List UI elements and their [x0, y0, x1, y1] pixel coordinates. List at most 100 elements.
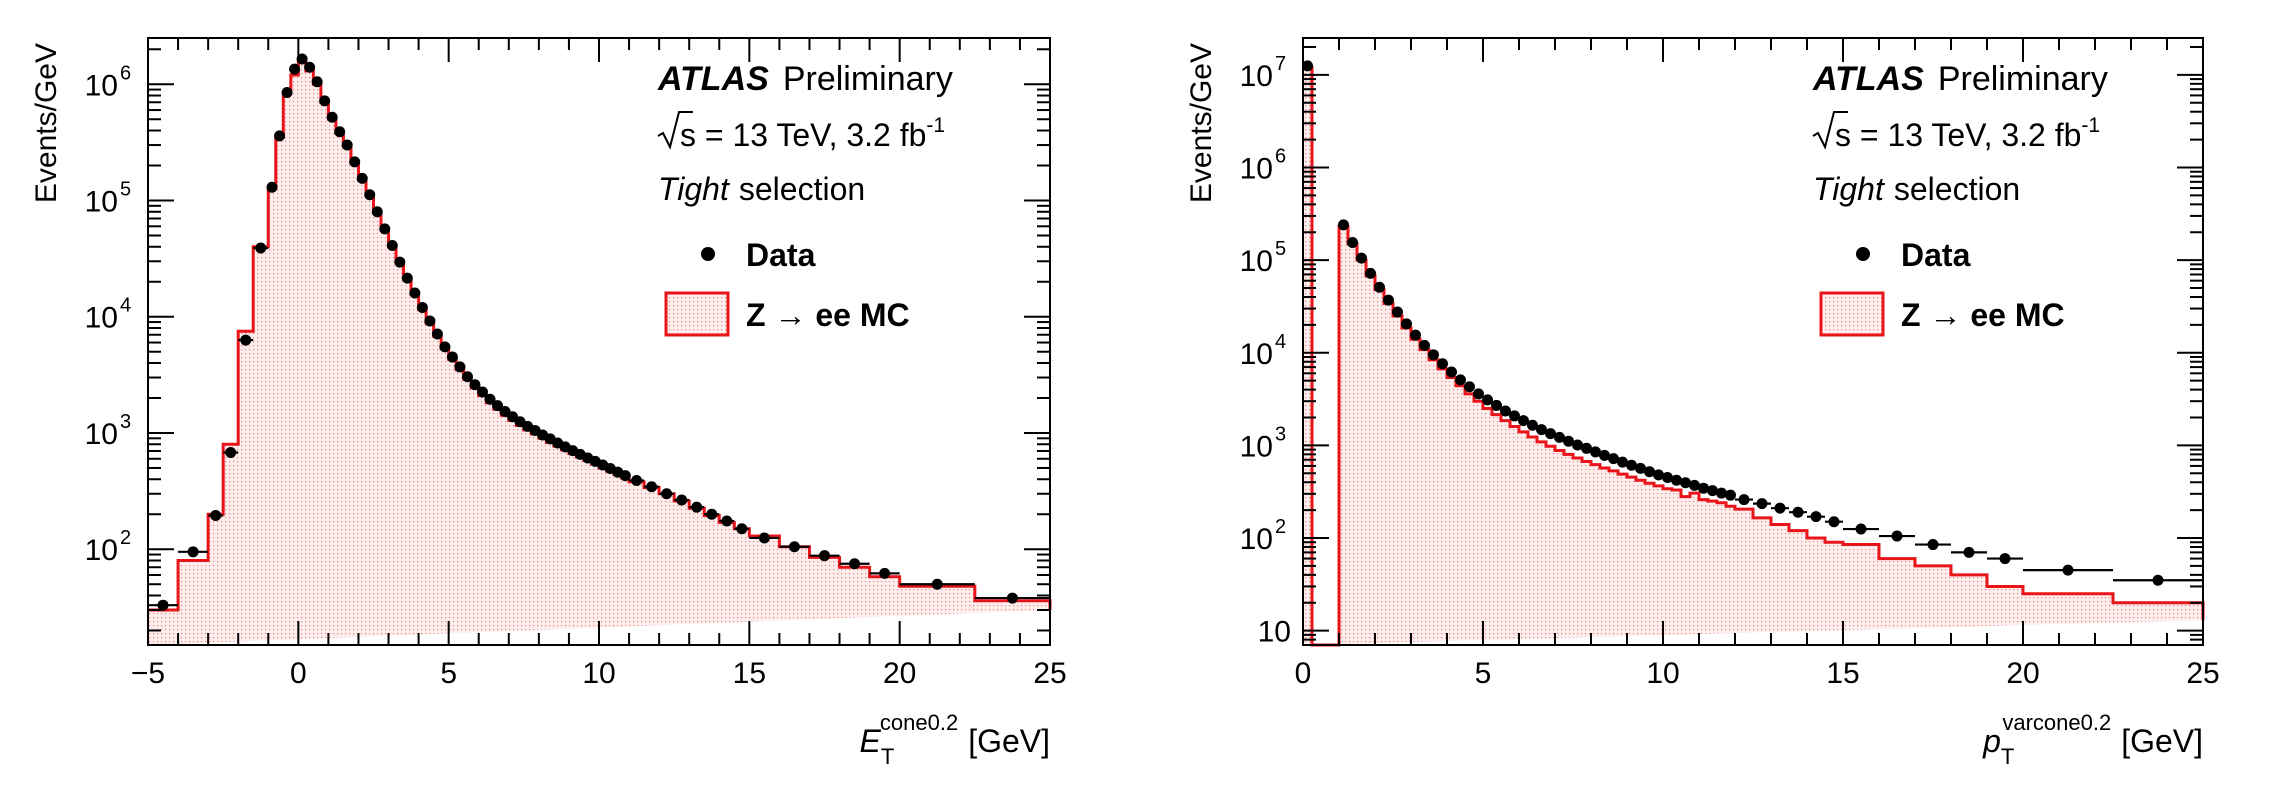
data-point-marker: [424, 315, 436, 327]
data-point-marker: [1689, 479, 1700, 491]
data-point-marker: [454, 361, 466, 373]
data-point-marker: [401, 272, 413, 284]
data-point: [492, 400, 504, 412]
data-point: [629, 475, 645, 487]
x-axis-label-sup: cone0.2: [880, 710, 958, 735]
data-point: [1374, 281, 1385, 293]
x-tick-label: 5: [1475, 657, 1492, 690]
y-tick-label: 10: [1240, 60, 1273, 93]
data-point: [238, 334, 254, 346]
sqrt-icon: [657, 111, 693, 150]
data-point: [1735, 494, 1753, 506]
legend-data-marker: [1856, 247, 1870, 261]
y-tick-exponent: 5: [1275, 238, 1286, 260]
data-point: [461, 371, 473, 383]
data-point: [476, 386, 488, 398]
data-point: [2113, 574, 2203, 586]
y-tick-label: 10: [85, 534, 118, 567]
legend-data-marker: [701, 247, 715, 261]
data-point-marker: [1671, 474, 1682, 486]
x-axis-label-main: p: [1982, 723, 2001, 759]
data-point-marker: [1855, 523, 1867, 535]
data-point-marker: [349, 156, 361, 168]
data-point: [178, 546, 209, 558]
x-axis-label: pTvarcone0.2 [GeV]: [1982, 710, 2203, 769]
data-point-marker: [255, 242, 267, 254]
data-point-marker: [341, 139, 353, 151]
legend-mc-label: Z → ee MC: [1901, 297, 2065, 333]
y-tick-exponent: 2: [120, 527, 131, 549]
data-point: [326, 111, 338, 123]
data-point: [1491, 399, 1502, 411]
data-point: [439, 341, 451, 353]
atlas-name: ATLAS: [657, 60, 769, 98]
data-point-marker: [1473, 388, 1484, 400]
data-point: [274, 130, 286, 142]
data-point: [1536, 424, 1547, 436]
data-point-marker: [1653, 469, 1664, 481]
data-point-marker: [1455, 374, 1466, 386]
data-point-marker: [1545, 428, 1556, 440]
y-tick-exponent: 4: [1275, 331, 1286, 353]
data-point-marker: [492, 400, 504, 412]
x-tick-label: 15: [1826, 657, 1859, 690]
data-point: [446, 351, 458, 363]
data-point-marker: [788, 541, 800, 553]
data-point-marker: [461, 371, 473, 383]
data-point-marker: [364, 189, 376, 201]
data-point-marker: [356, 172, 368, 184]
data-point: [719, 515, 735, 527]
data-point: [1599, 449, 1610, 461]
data-point-marker: [157, 599, 169, 611]
mc-fill-hatch: [1303, 67, 2203, 646]
preliminary-label: Preliminary: [1938, 60, 2108, 98]
data-point-marker: [311, 76, 323, 88]
atlas-label: ATLAS Preliminary: [1812, 60, 2108, 98]
y-tick-exponent: 4: [120, 295, 131, 317]
x-tick-label: 15: [733, 657, 766, 690]
data-point-marker: [1365, 267, 1376, 279]
tight-text: Tight: [1813, 171, 1885, 207]
data-point-marker: [631, 475, 643, 487]
x-tick-label: 25: [1033, 657, 1066, 690]
energy-label: s = 13 TeV, 3.2 fb-1: [1835, 114, 2100, 153]
data-point-marker: [1608, 453, 1619, 465]
data-point: [1482, 394, 1493, 406]
data-point-marker: [1006, 592, 1018, 604]
data-point-marker: [446, 351, 458, 363]
data-point: [1707, 485, 1718, 497]
data-point: [674, 494, 690, 506]
y-tick-label: 10: [85, 69, 118, 102]
data-point: [734, 523, 750, 535]
data-point-marker: [1464, 381, 1475, 393]
data-point: [1464, 381, 1475, 393]
data-point-marker: [484, 393, 496, 405]
data-point: [974, 592, 1050, 604]
data-point-marker: [1828, 516, 1840, 528]
data-point-marker: [736, 523, 748, 535]
data-point-marker: [1446, 366, 1457, 378]
data-point: [1455, 374, 1466, 386]
legend-data-label: Data: [746, 237, 816, 273]
x-tick-label: 10: [582, 657, 615, 690]
energy-label: s = 13 TeV, 3.2 fb-1: [680, 114, 945, 153]
data-point: [1590, 446, 1601, 458]
data-point-marker: [661, 488, 673, 500]
data-point: [1509, 410, 1520, 422]
x-tick-label: 20: [883, 657, 916, 690]
data-point: [2023, 564, 2113, 576]
y-tick-label: 10: [1240, 152, 1273, 185]
data-point-marker: [1590, 446, 1601, 458]
data-point-marker: [1347, 236, 1358, 248]
data-point-marker: [619, 470, 631, 482]
data-point-marker: [319, 95, 331, 107]
data-point-marker: [706, 508, 718, 520]
x-tick-label: 5: [440, 657, 457, 690]
data-point: [1437, 358, 1448, 370]
data-point-marker: [1572, 439, 1583, 451]
data-point-marker: [1419, 339, 1430, 351]
data-point: [356, 172, 368, 184]
data-point-marker: [1599, 449, 1610, 461]
data-point-marker: [1792, 506, 1804, 518]
data-point: [371, 206, 383, 218]
